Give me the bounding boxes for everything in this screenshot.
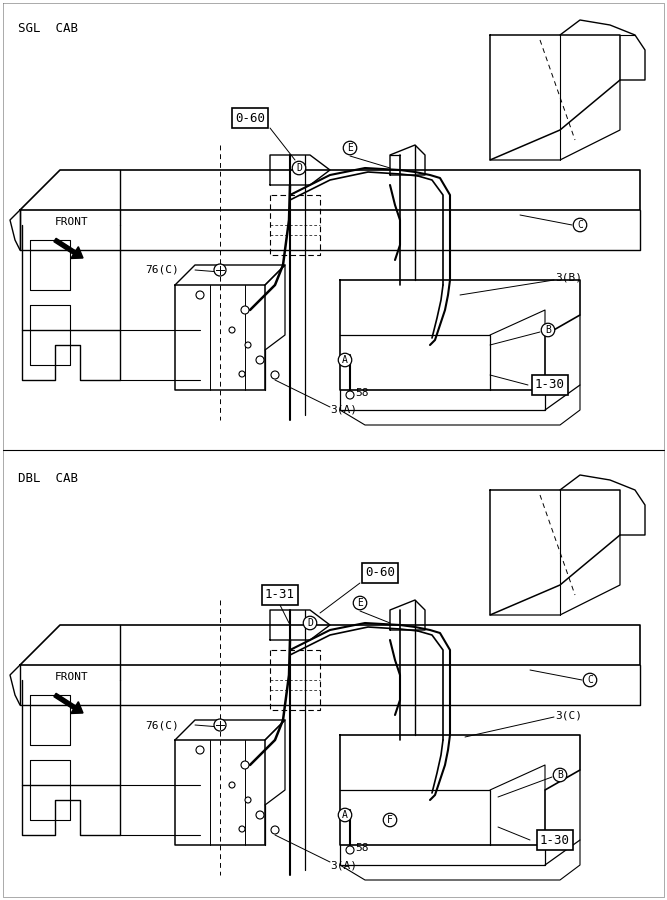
Text: 3(B): 3(B) [555,273,582,283]
Text: A: A [342,810,348,820]
Text: FRONT: FRONT [55,672,89,682]
Circle shape [196,291,204,299]
Circle shape [239,826,245,832]
Circle shape [245,342,251,348]
Circle shape [256,811,264,819]
Text: D: D [307,618,313,628]
FancyArrow shape [54,693,83,714]
Text: E: E [347,143,353,153]
Circle shape [346,846,354,854]
Text: 0-60: 0-60 [235,112,265,124]
Text: C: C [577,220,583,230]
Text: D: D [296,163,302,173]
FancyArrow shape [54,238,83,258]
Text: 76(C): 76(C) [145,720,179,730]
Text: 3(C): 3(C) [555,710,582,720]
Text: B: B [557,770,563,780]
Circle shape [214,719,226,731]
Circle shape [346,391,354,399]
Text: E: E [357,598,363,608]
Text: 76(C): 76(C) [145,265,179,275]
Circle shape [214,264,226,276]
Text: A: A [342,355,348,365]
Text: C: C [587,675,593,685]
Text: 3(A): 3(A) [330,860,357,870]
Text: 0-60: 0-60 [365,566,395,580]
Text: 1-30: 1-30 [535,379,565,392]
Circle shape [241,306,249,314]
Text: 1-30: 1-30 [540,833,570,847]
Circle shape [271,826,279,834]
Text: 1-31: 1-31 [265,589,295,601]
Text: B: B [545,325,551,335]
Text: SGL  CAB: SGL CAB [18,22,78,35]
Text: FRONT: FRONT [55,217,89,227]
Text: 58: 58 [355,843,368,853]
Circle shape [256,356,264,364]
Circle shape [245,797,251,803]
Circle shape [239,371,245,377]
Text: DBL  CAB: DBL CAB [18,472,78,485]
Circle shape [229,327,235,333]
Circle shape [271,371,279,379]
Text: 58: 58 [355,388,368,398]
Circle shape [229,782,235,788]
Circle shape [196,746,204,754]
Circle shape [241,761,249,769]
Text: 3(A): 3(A) [330,405,357,415]
Text: F: F [387,815,393,825]
